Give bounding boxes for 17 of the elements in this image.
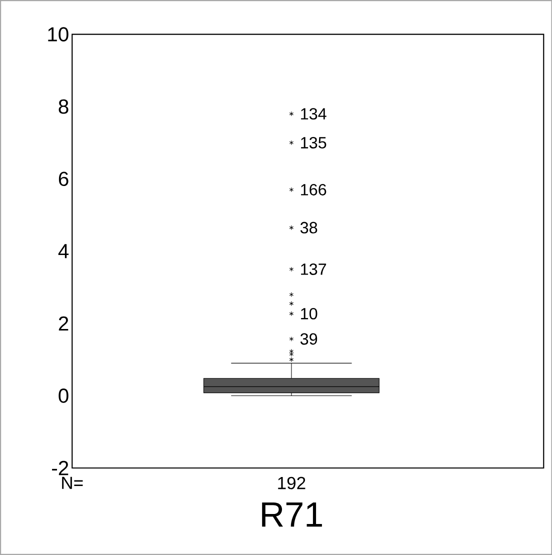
x-tick-label: R71 — [262, 502, 322, 527]
y-tick-label: 6 — [58, 172, 68, 186]
y-tick-label: 4 — [58, 244, 68, 258]
y-tick-label: -2 — [52, 460, 68, 476]
y-tick-label: 10 — [48, 27, 68, 42]
annotation: 38 — [300, 222, 317, 234]
annotation: 137 — [300, 263, 326, 275]
text: 192 — [278, 476, 306, 490]
y-tick-label: 0 — [58, 388, 68, 403]
y-tick-label: 8 — [58, 99, 68, 114]
text: N= — [62, 476, 83, 489]
annotation: 135 — [300, 137, 326, 148]
annotation: 39 — [300, 333, 317, 345]
annotation: 10 — [300, 308, 318, 320]
annotation: 166 — [300, 184, 326, 196]
y-tick-label: 2 — [58, 316, 68, 331]
annotation: 134 — [300, 108, 326, 120]
